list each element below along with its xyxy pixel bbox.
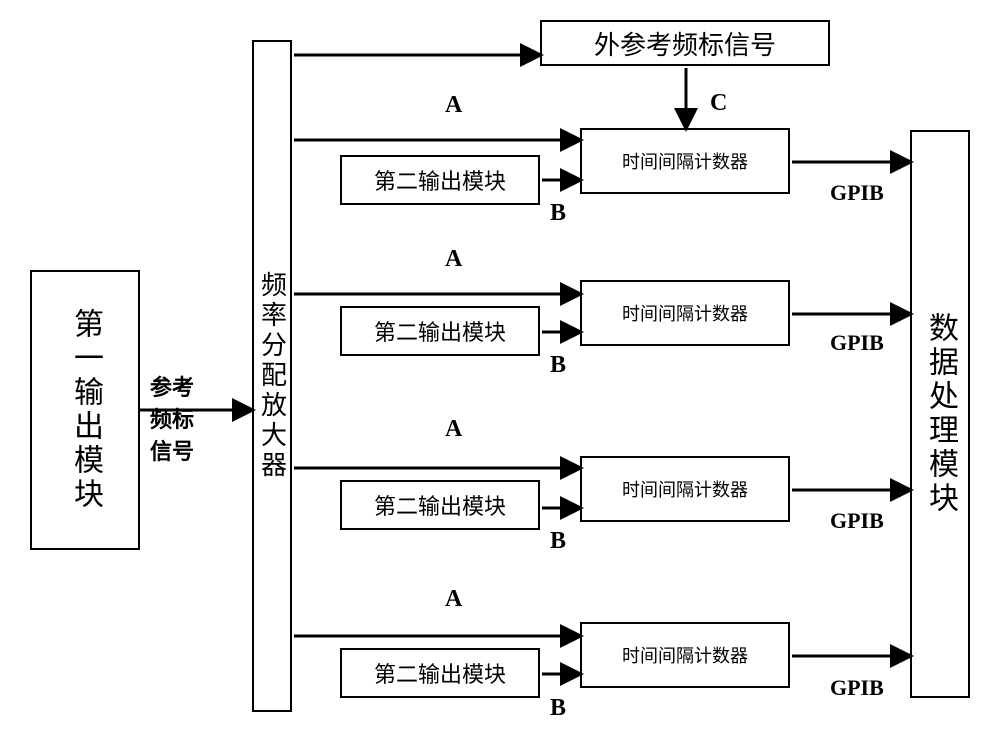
gpib4-label: GPIB xyxy=(830,675,884,701)
counter-3-box: 时间间隔计数器 xyxy=(580,456,790,522)
data-proc-module-label: 数据处理模块 xyxy=(918,312,962,516)
second-output-1-box: 第二输出模块 xyxy=(340,155,540,205)
second-output-1-label: 第二输出模块 xyxy=(374,164,506,196)
a2-label: A xyxy=(445,246,462,273)
freq-dist-amp-box: 频率分配放大器 xyxy=(252,40,292,712)
second-output-3-label: 第二输出模块 xyxy=(374,489,506,521)
second-output-3-box: 第二输出模块 xyxy=(340,480,540,530)
second-output-2-box: 第二输出模块 xyxy=(340,306,540,356)
counter-4-label: 时间间隔计数器 xyxy=(622,642,748,668)
ext-ref-signal-label: 外参考频标信号 xyxy=(594,25,776,62)
b4-label: B xyxy=(550,695,566,722)
first-output-module-label: 第一输出模块 xyxy=(63,308,107,512)
counter-3-label: 时间间隔计数器 xyxy=(622,476,748,502)
counter-1-box: 时间间隔计数器 xyxy=(580,128,790,194)
second-output-2-label: 第二输出模块 xyxy=(374,315,506,347)
b2-label: B xyxy=(550,352,566,379)
gpib1-label: GPIB xyxy=(830,180,884,206)
counter-4-box: 时间间隔计数器 xyxy=(580,622,790,688)
c1-label: C xyxy=(710,90,727,117)
ext-ref-signal-box: 外参考频标信号 xyxy=(540,20,830,66)
a1-label: A xyxy=(445,92,462,119)
a4-label: A xyxy=(445,586,462,613)
counter-2-box: 时间间隔计数器 xyxy=(580,280,790,346)
b3-label: B xyxy=(550,528,566,555)
counter-1-label: 时间间隔计数器 xyxy=(622,148,748,174)
b1-label: B xyxy=(550,200,566,227)
a3-label: A xyxy=(445,416,462,443)
second-output-4-box: 第二输出模块 xyxy=(340,648,540,698)
gpib3-label: GPIB xyxy=(830,508,884,534)
second-output-4-label: 第二输出模块 xyxy=(374,657,506,689)
first-output-module-box: 第一输出模块 xyxy=(30,270,140,550)
data-proc-module-box: 数据处理模块 xyxy=(910,130,970,698)
ref-signal-label: 参考频标信号 xyxy=(150,370,200,466)
counter-2-label: 时间间隔计数器 xyxy=(622,300,748,326)
gpib2-label: GPIB xyxy=(830,330,884,356)
freq-dist-amp-label: 频率分配放大器 xyxy=(254,271,291,481)
